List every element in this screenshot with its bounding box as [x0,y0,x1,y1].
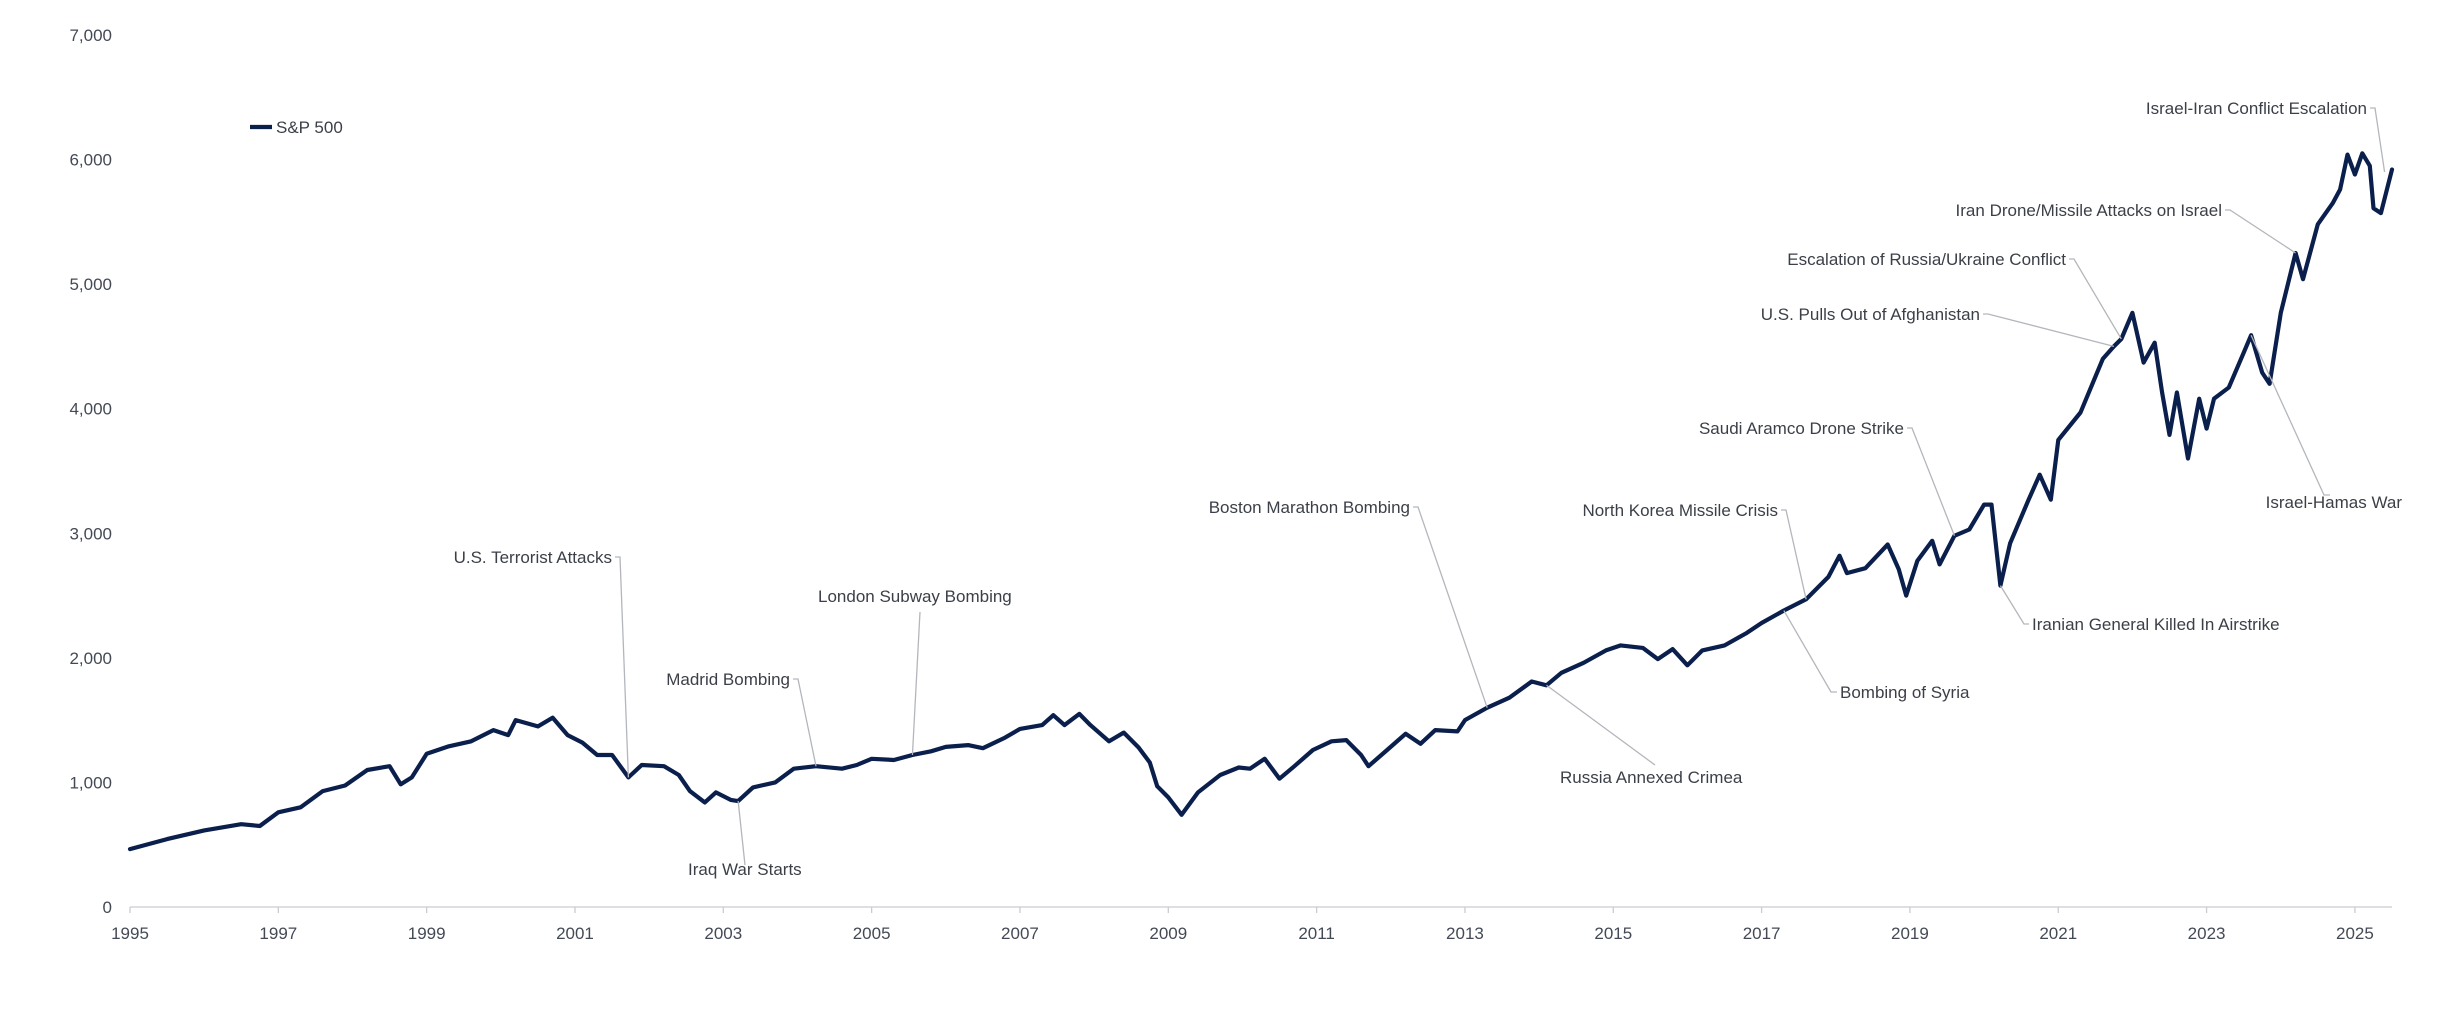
y-tick-label: 7,000 [69,26,112,45]
annotation-leader [911,611,921,756]
y-tick-label: 5,000 [69,275,112,294]
y-tick-label: 0 [103,898,112,917]
x-tick-label: 2011 [1298,924,1335,943]
x-tick-label: 2001 [556,924,594,943]
annotation-leader [1999,585,2029,625]
x-axis-ticks: 1995 1997 1999 2001 2003 2005 2007 2009 2011 2013… [111,907,2374,943]
annotation-label: London Subway Bombing [818,587,1012,606]
annotation-leader [615,556,630,778]
annotation-leader [2370,107,2386,173]
annotation-label: Escalation of Russia/Ukraine Conflict [1787,250,2066,269]
x-tick-label: 2017 [1743,924,1781,943]
x-tick-label: 1999 [408,924,446,943]
x-tick-label: 2025 [2336,924,2374,943]
x-tick-label: 2023 [2188,924,2226,943]
annotation-label: Bombing of Syria [1840,683,1970,702]
annotation-leader [2069,258,2122,340]
annotation-label: Iran Drone/Missile Attacks on Israel [1956,201,2222,220]
annotation-leader [1983,313,2115,348]
annotation-label: Madrid Bombing [666,670,790,689]
annotation-leader [1781,509,1807,600]
y-tick-label: 4,000 [69,400,112,419]
x-tick-label: 2021 [2039,924,2077,943]
x-tick-label: 2009 [1149,924,1187,943]
legend-label: S&P 500 [276,118,343,137]
annotation-label: Israel-Hamas War [2266,493,2403,512]
annotation-label: Boston Marathon Bombing [1209,498,1410,517]
x-tick-label: 2013 [1446,924,1484,943]
x-tick-label: 1995 [111,924,149,943]
annotation-leader [1783,610,1837,693]
annotation-leader [2250,334,2330,496]
series-layer [127,151,2395,852]
annotation-label: Russia Annexed Crimea [1560,768,1743,787]
annotation-label: U.S. Pulls Out of Afghanistan [1761,305,1980,324]
annotation-label: Israel-Iran Conflict Escalation [2146,99,2367,118]
annotation-leader [2225,209,2296,254]
annotations-layer: U.S. Terrorist Attacks Iraq War Starts Mad… [454,99,2403,879]
x-tick-label: 2019 [1891,924,1929,943]
annotation-label: U.S. Terrorist Attacks [454,548,612,567]
x-tick-label: 1997 [259,924,297,943]
x-tick-label: 2007 [1001,924,1039,943]
legend: S&P 500 [250,118,343,137]
y-tick-label: 6,000 [69,151,112,170]
annotation-label: Iranian General Killed In Airstrike [2032,615,2280,634]
annotation-leader [1413,506,1488,708]
y-axis-ticks: 0 1,000 2,000 3,000 4,000 5,000 6,000 7,000 [69,26,112,917]
x-tick-label: 2005 [853,924,891,943]
annotation-leader [793,678,817,767]
annotation-leader [1907,427,1956,537]
y-tick-label: 1,000 [69,773,112,792]
x-tick-label: 2015 [1594,924,1632,943]
series-line-sp500 [127,151,2395,852]
annotation-label: North Korea Missile Crisis [1582,501,1778,520]
y-tick-label: 2,000 [69,649,112,668]
y-tick-label: 3,000 [69,524,112,543]
annotation-leader [1546,684,1656,766]
annotation-label: Iraq War Starts [688,860,802,879]
x-tick-label: 2003 [704,924,742,943]
annotation-label: Saudi Aramco Drone Strike [1699,419,1904,438]
annotation-leader [737,801,746,866]
